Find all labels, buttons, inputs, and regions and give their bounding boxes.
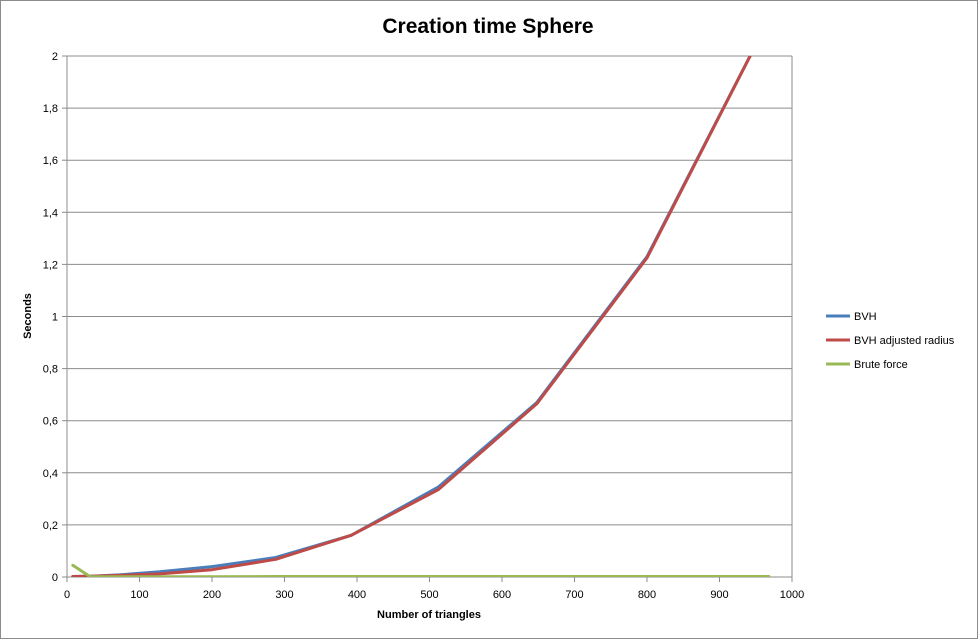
chart-title: Creation time Sphere	[382, 15, 593, 38]
x-tick-labels: 0 100 200 300 400 500 600 700 800 900 1000	[64, 589, 804, 601]
y-tick-label: 1,8	[43, 103, 58, 115]
x-tick-label: 800	[638, 589, 656, 601]
y-tick-label: 1,6	[43, 155, 58, 167]
legend: BVH BVH adjusted radius Brute force	[826, 311, 955, 371]
x-tick-label: 300	[275, 589, 293, 601]
y-tick-label: 1,4	[43, 207, 58, 219]
y-tick-label: 2	[52, 51, 58, 63]
legend-label: BVH adjusted radius	[854, 335, 955, 347]
legend-label: BVH	[854, 311, 877, 323]
series-lines	[71, 56, 771, 577]
y-tick-label: 0	[52, 572, 58, 584]
y-axis-title: Seconds	[22, 293, 34, 339]
gridlines	[67, 55, 792, 526]
y-tick-label: 0,6	[43, 416, 58, 428]
x-tick-label: 100	[130, 589, 148, 601]
y-tick-label: 1	[52, 312, 58, 324]
x-tick-label: 1000	[780, 589, 804, 601]
series-line-bvh	[71, 56, 752, 577]
x-tick-label: 500	[420, 589, 438, 601]
y-tick-label: 0,2	[43, 520, 58, 532]
axes	[62, 55, 793, 582]
x-tick-label: 900	[710, 589, 728, 601]
y-tick-label: 1,2	[43, 259, 58, 271]
x-tick-label: 0	[64, 589, 70, 601]
x-tick-label: 700	[565, 589, 583, 601]
series-line-bvh-adjusted-radius	[71, 56, 752, 577]
y-tick-label: 0,8	[43, 364, 58, 376]
y-tick-label: 0,4	[43, 468, 58, 480]
x-tick-label: 200	[203, 589, 221, 601]
series-line-brute-force	[71, 563, 771, 577]
y-tick-labels: 0 0,2 0,4 0,6 0,8 1 1,2 1,4 1,6 1,8 2	[43, 51, 58, 584]
x-axis-title: Number of triangles	[377, 609, 481, 621]
legend-label: Brute force	[854, 359, 908, 371]
x-tick-label: 600	[493, 589, 511, 601]
x-tick-label: 400	[348, 589, 366, 601]
